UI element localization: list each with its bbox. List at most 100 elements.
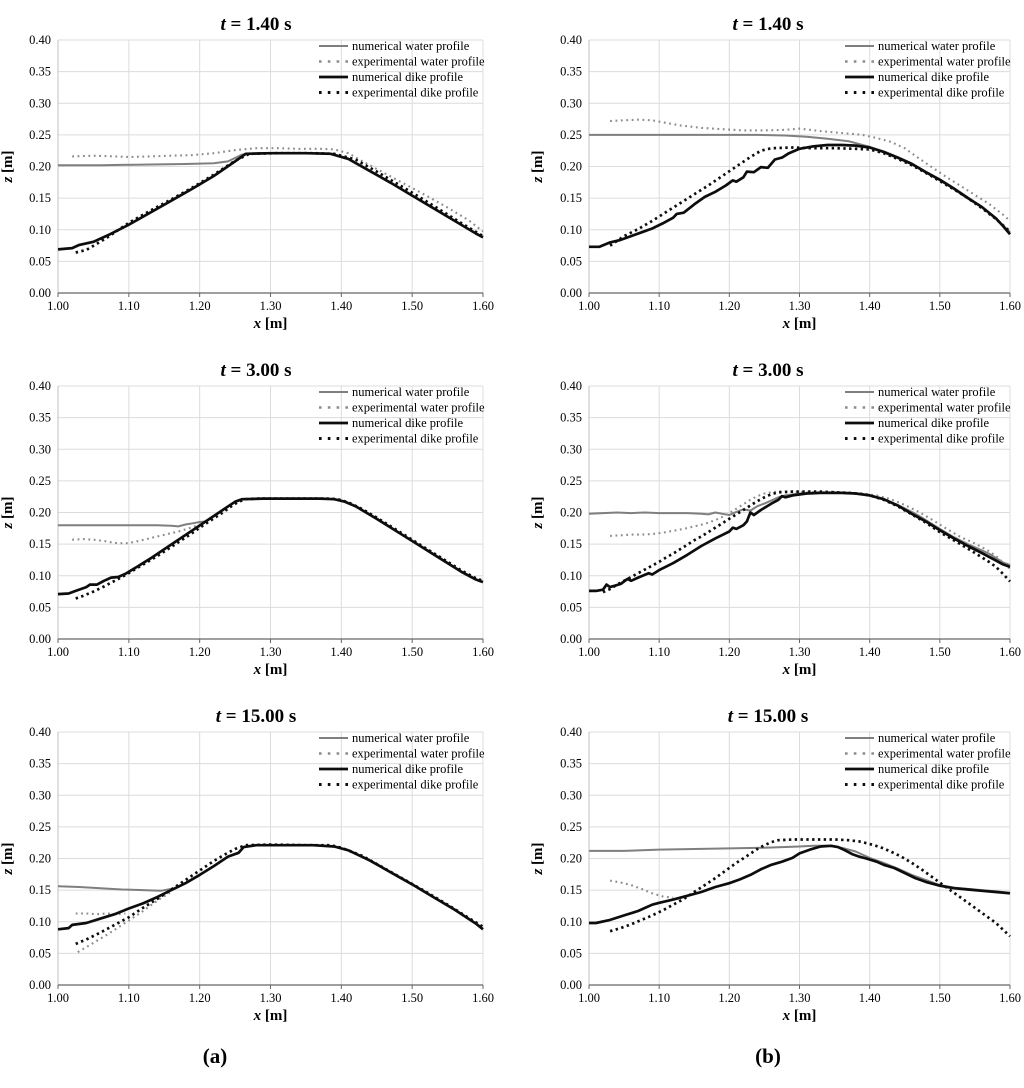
series-numerical-dike-line (57, 151, 484, 251)
x-tick-label: 1.30 (789, 645, 811, 659)
y-tick-label: 0.15 (560, 191, 582, 205)
x-tick-label: 1.60 (472, 991, 494, 1005)
y-axis-label: z [m] (0, 150, 16, 183)
y-tick-label: 0.05 (560, 946, 582, 960)
y-tick-label: 0.35 (29, 411, 51, 425)
y-axis-label: z [m] (0, 842, 16, 875)
y-tick-label: 0.25 (29, 820, 51, 834)
legend-label: numerical dike profile (352, 762, 464, 776)
series-experimental-dike-line (75, 151, 484, 254)
series-experimental-water-line (610, 490, 1011, 570)
y-tick-label: 0.10 (29, 569, 51, 583)
chart-title: t = 1.40 s (732, 14, 803, 35)
y-tick-label: 0.15 (560, 883, 582, 897)
y-tick-label: 0.15 (560, 537, 582, 551)
legend-label: experimental dike profile (352, 86, 479, 100)
series-experimental-water-line (72, 147, 484, 233)
panel-caption-a: (a) (202, 1044, 228, 1068)
x-tick-label: 1.10 (118, 991, 140, 1005)
legend-label: numerical water profile (352, 385, 470, 399)
legend-label: numerical dike profile (878, 70, 990, 84)
x-tick-label: 1.30 (260, 645, 282, 659)
y-tick-label: 0.00 (29, 978, 51, 992)
y-tick-label: 0.05 (560, 254, 582, 268)
legend-label: experimental dike profile (352, 778, 479, 792)
y-axis-label: z [m] (530, 496, 546, 529)
legend-label: experimental water profile (352, 401, 485, 415)
series-experimental-dike-line (609, 146, 1011, 247)
y-tick-label: 0.30 (29, 442, 51, 456)
x-axis-label: x [m] (253, 1008, 288, 1024)
legend-label: numerical water profile (878, 39, 996, 53)
y-tick-label: 0.15 (29, 883, 51, 897)
series-numerical-water-line (57, 885, 172, 892)
x-tick-label: 1.60 (999, 991, 1021, 1005)
y-tick-label: 0.00 (560, 978, 582, 992)
y-tick-label: 0.30 (29, 96, 51, 110)
series-numerical-dike-line (589, 844, 1011, 925)
legend-label: experimental water profile (352, 747, 485, 761)
chart-svg: t = 15.00 s 0.00 0.05 0.10 0.15 0.20 0.25 0.30 0… (530, 706, 1021, 1024)
chart-panel-a-t1-40: t = 1.40 s 0.00 0.05 0.10 0.15 0.20 0.25 0.30 0.… (0, 0, 512, 346)
x-tick-label: 1.00 (578, 991, 600, 1005)
x-tick-label: 1.00 (578, 645, 600, 659)
legend-label: numerical dike profile (878, 416, 990, 430)
y-tick-label: 0.35 (560, 757, 582, 771)
x-tick-label: 1.30 (789, 991, 811, 1005)
x-tick-label: 1.40 (330, 299, 352, 313)
y-tick-label: 0.20 (560, 160, 582, 174)
legend-label: experimental water profile (878, 55, 1011, 69)
y-axis-label: z [m] (0, 496, 16, 529)
x-tick-label: 1.60 (472, 645, 494, 659)
chart-svg: t = 1.40 s 0.00 0.05 0.10 0.15 0.20 0.25 0.30 0.… (0, 14, 494, 332)
legend-label: experimental dike profile (352, 432, 479, 446)
series-experimental-dike-line (75, 497, 484, 600)
x-tick-label: 1.30 (260, 991, 282, 1005)
y-tick-label: 0.00 (29, 286, 51, 300)
x-tick-label: 1.60 (472, 299, 494, 313)
y-tick-label: 0.20 (560, 852, 582, 866)
x-axis-label: x [m] (782, 316, 817, 332)
x-tick-label: 1.40 (859, 645, 881, 659)
chart-svg: t = 15.00 s 0.00 0.05 0.10 0.15 0.20 0.25 0.30 0… (0, 706, 494, 1024)
y-tick-label: 0.10 (560, 915, 582, 929)
y-tick-label: 0.35 (560, 65, 582, 79)
y-tick-label: 0.10 (560, 569, 582, 583)
chart-title: t = 3.00 s (732, 360, 803, 381)
series-numerical-water-line (58, 520, 207, 528)
y-axis-label: z [m] (530, 150, 546, 183)
x-tick-label: 1.20 (189, 645, 211, 659)
y-tick-label: 0.10 (560, 223, 582, 237)
y-tick-label: 0.40 (560, 379, 582, 393)
chart-title: t = 15.00 s (728, 706, 809, 727)
x-tick-label: 1.00 (578, 299, 600, 313)
x-tick-label: 1.50 (401, 991, 423, 1005)
legend-label: experimental water profile (878, 747, 1011, 761)
y-tick-label: 0.00 (29, 632, 51, 646)
series-numerical-dike-line (589, 491, 1011, 593)
legend-label: numerical water profile (352, 39, 470, 53)
series-experimental-dike-line (75, 843, 484, 946)
x-tick-label: 1.50 (401, 299, 423, 313)
chart-panel-a-t15-00: t = 15.00 s 0.00 0.05 0.10 0.15 0.20 0.25 0.30 0… (0, 692, 512, 1038)
x-tick-label: 1.10 (118, 299, 140, 313)
y-tick-label: 0.15 (29, 191, 51, 205)
x-tick-label: 1.20 (718, 299, 740, 313)
y-tick-label: 0.40 (560, 33, 582, 47)
legend-label: experimental dike profile (878, 86, 1005, 100)
x-axis-label: x [m] (782, 1008, 817, 1024)
y-tick-label: 0.25 (560, 820, 582, 834)
x-tick-label: 1.40 (330, 645, 352, 659)
x-tick-label: 1.00 (47, 991, 69, 1005)
y-tick-label: 0.35 (29, 757, 51, 771)
y-tick-label: 0.25 (29, 128, 51, 142)
legend-label: numerical dike profile (352, 70, 464, 84)
series-experimental-dike-line (602, 490, 1011, 594)
series-experimental-water-line (72, 523, 201, 545)
chart-panel-b-t3-00: t = 3.00 s 0.00 0.05 0.10 0.15 0.20 0.25 0.30 0.… (512, 346, 1024, 692)
x-tick-label: 1.50 (401, 645, 423, 659)
y-tick-label: 0.20 (29, 852, 51, 866)
x-axis-label: x [m] (253, 662, 288, 678)
x-tick-label: 1.20 (718, 991, 740, 1005)
x-tick-label: 1.60 (999, 645, 1021, 659)
